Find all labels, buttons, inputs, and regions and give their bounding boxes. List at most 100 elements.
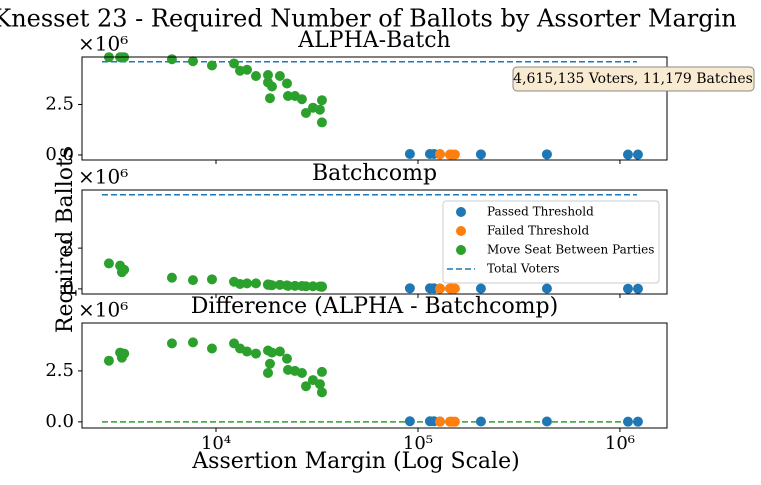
legend-label: Failed Threshold <box>487 224 589 238</box>
data-point <box>187 337 198 348</box>
y-tick-label: 2.5 <box>45 93 74 114</box>
subplot-title: Batchcomp <box>312 161 437 186</box>
data-point <box>632 149 643 160</box>
data-point <box>541 416 552 427</box>
data-point <box>475 283 486 294</box>
annotation-box <box>512 66 755 92</box>
data-point <box>632 283 643 294</box>
x-axis-label: Assertion Margin (Log Scale) <box>191 449 519 474</box>
data-point <box>314 104 325 115</box>
data-point <box>316 281 327 292</box>
data-point <box>289 280 300 291</box>
data-point <box>206 274 217 285</box>
subplot-title: Difference (ALPHA - Batchcomp) <box>191 294 558 319</box>
figure-title: Knesset 23 - Required Number of Ballots … <box>0 5 737 33</box>
data-point <box>449 283 460 294</box>
data-point <box>281 78 292 89</box>
data-point <box>316 117 327 128</box>
data-point <box>541 283 552 294</box>
x-tick-label: 10⁶ <box>605 433 635 454</box>
axis-offset: ×10⁶ <box>78 32 128 56</box>
data-point <box>632 416 643 427</box>
legend-label: Move Seat Between Parties <box>487 243 654 257</box>
data-point <box>103 355 114 366</box>
data-point <box>187 275 198 286</box>
data-point <box>263 367 274 378</box>
data-point <box>282 90 293 101</box>
legend-marker <box>456 245 466 255</box>
data-point <box>314 379 325 390</box>
data-point <box>475 416 486 427</box>
data-point <box>250 70 261 81</box>
data-point <box>206 343 217 354</box>
legend-box <box>442 200 660 284</box>
x-tick-label: 10⁵ <box>403 433 433 454</box>
data-point <box>263 69 274 80</box>
data-point <box>316 95 327 106</box>
data-point <box>622 283 633 294</box>
data-point <box>250 348 261 359</box>
legend-label: Passed Threshold <box>487 205 594 219</box>
x-tick-label: 10⁴ <box>201 433 231 454</box>
data-point <box>274 346 285 357</box>
data-point <box>282 280 293 291</box>
data-point <box>307 281 318 292</box>
data-point <box>250 278 261 289</box>
data-point <box>166 338 177 349</box>
data-point <box>266 280 277 291</box>
data-point <box>434 416 445 427</box>
data-point <box>296 367 307 378</box>
data-point <box>316 387 327 398</box>
data-point <box>266 81 277 92</box>
data-point <box>103 258 114 269</box>
data-point <box>622 149 633 160</box>
data-point <box>264 358 275 369</box>
data-point <box>404 416 415 427</box>
axes-frame <box>81 322 668 429</box>
data-point <box>434 283 445 294</box>
y-tick-label: 0 <box>63 278 74 299</box>
axis-offset: ×10⁶ <box>78 298 128 322</box>
data-point <box>242 346 253 357</box>
data-point <box>187 56 198 67</box>
y-axis-label: Required Ballots <box>53 147 78 333</box>
data-point <box>281 353 292 364</box>
data-point <box>242 64 253 75</box>
data-point <box>475 149 486 160</box>
data-point <box>264 93 275 104</box>
data-point <box>541 149 552 160</box>
data-point <box>166 272 177 283</box>
data-point <box>274 70 285 81</box>
legend-marker <box>456 226 466 236</box>
legend-marker <box>456 207 466 217</box>
data-point <box>434 149 445 160</box>
data-point <box>404 148 415 159</box>
data-point <box>449 149 460 160</box>
data-point <box>119 264 130 275</box>
axes-frame <box>81 56 668 161</box>
axis-offset: ×10⁶ <box>78 165 128 189</box>
data-point <box>300 381 311 392</box>
y-tick-label: 2.5 <box>45 360 74 381</box>
y-tick-label: 0.0 <box>45 411 74 432</box>
data-point <box>449 416 460 427</box>
data-point <box>296 94 307 105</box>
data-point <box>404 283 415 294</box>
subplot-title: ALPHA-Batch <box>297 28 450 53</box>
data-point <box>166 54 177 65</box>
data-point <box>229 58 240 69</box>
data-point <box>206 60 217 71</box>
y-tick-label: 2 <box>63 237 74 258</box>
annotation: 4,615,135 Voters, 11,179 Batches <box>513 71 753 87</box>
legend-label: Total Voters <box>487 262 560 276</box>
y-tick-label: 0.0 <box>45 144 74 165</box>
data-point <box>119 348 130 359</box>
data-point <box>266 347 277 358</box>
data-point <box>622 416 633 427</box>
data-point <box>316 366 327 377</box>
data-point <box>300 107 311 118</box>
data-point <box>300 281 311 292</box>
axes-frame <box>81 189 668 295</box>
data-point <box>242 278 253 289</box>
